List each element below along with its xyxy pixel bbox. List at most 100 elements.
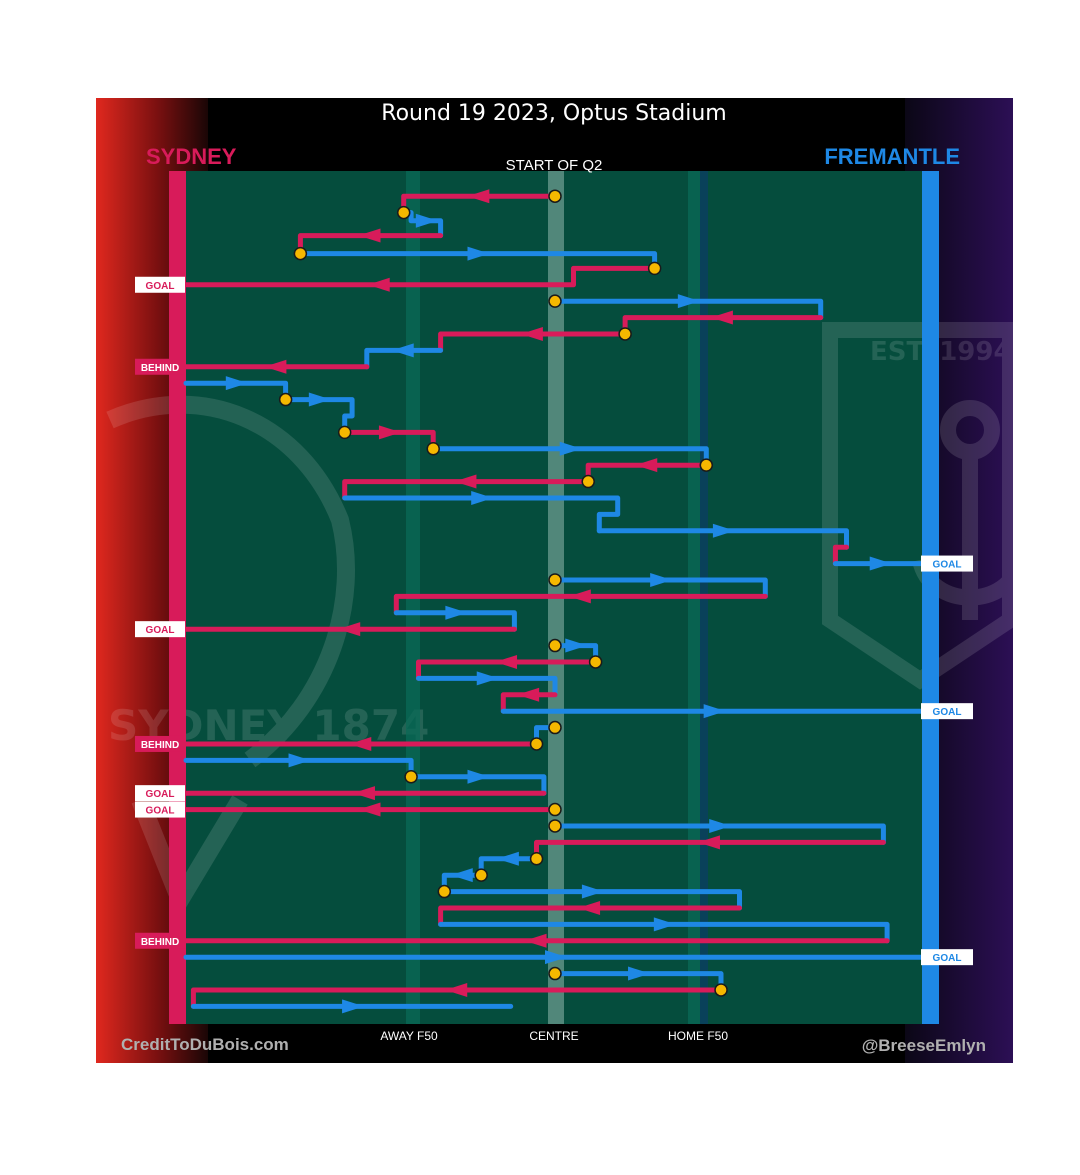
direction-arrow xyxy=(709,818,732,833)
chain-segment-fremantle xyxy=(552,823,886,845)
goal-label: GOAL xyxy=(146,806,175,817)
direction-arrow xyxy=(545,950,567,965)
direction-arrow xyxy=(352,786,375,801)
direction-arrow xyxy=(495,654,518,669)
fremantle-logo-watermark: EST. 1994 FREMANTLE FC xyxy=(822,322,1080,690)
home-team-name: SYDNEY xyxy=(146,144,237,169)
direction-arrow xyxy=(445,982,468,997)
possession-start-marker xyxy=(548,819,562,833)
chain-segment-fremantle xyxy=(342,495,621,534)
behind-label: BEHIND xyxy=(141,740,179,751)
direction-arrow xyxy=(568,589,591,604)
goal-label: GOAL xyxy=(933,953,962,964)
possession-start-marker xyxy=(548,189,562,203)
tick-label-centre: CENTRE xyxy=(529,1029,578,1043)
chain-segment-fremantle xyxy=(393,610,517,632)
direction-arrow xyxy=(520,326,543,341)
possession-start-marker xyxy=(647,261,662,276)
period-label: START OF Q2 xyxy=(506,157,603,174)
direction-arrow xyxy=(565,638,588,653)
direction-arrow xyxy=(653,917,676,932)
score-label-box xyxy=(135,801,185,818)
direction-arrow xyxy=(467,246,490,261)
chain-segment-fremantle xyxy=(441,889,742,911)
direction-arrow xyxy=(581,884,604,899)
direction-arrow xyxy=(578,900,601,915)
possession-start-markers xyxy=(278,189,728,997)
possession-start-marker xyxy=(278,392,293,407)
possession-start-marker xyxy=(293,246,308,261)
direction-arrow xyxy=(338,622,361,637)
possession-start-marker xyxy=(588,655,603,669)
direction-arrow xyxy=(349,736,372,751)
away-team-name: FREMANTLE xyxy=(824,144,960,169)
chain-segment-sydney xyxy=(342,479,591,501)
direction-arrow xyxy=(288,753,311,768)
direction-arrow xyxy=(358,228,381,243)
possession-start-marker xyxy=(404,770,418,784)
score-labels: GOAL BEHIND GOAL GOAL GOAL BEHIND GOAL GOAL BEHI… xyxy=(135,276,973,966)
possession-start-marker xyxy=(548,966,562,981)
tick-label-home-f50: HOME F50 xyxy=(668,1029,728,1043)
goal-label: GOAL xyxy=(146,625,175,636)
score-label-box xyxy=(135,621,185,638)
chain-segment-fremantle xyxy=(552,298,824,321)
direction-arrow xyxy=(454,474,477,489)
direction-arrow xyxy=(712,523,735,538)
possession-start-marker xyxy=(548,802,562,817)
credit-left: CreditToDuBois.com xyxy=(121,1035,289,1054)
direction-arrow xyxy=(445,605,468,620)
direction-arrow xyxy=(467,769,490,784)
chain-segment-fremantle xyxy=(364,347,444,370)
direction-arrow xyxy=(476,671,499,686)
possession-start-marker xyxy=(437,884,452,899)
possession-start-marker xyxy=(581,474,595,489)
direction-arrow xyxy=(471,490,494,505)
possession-start-marker xyxy=(699,458,714,472)
direction-arrow xyxy=(559,441,582,456)
direction-arrow xyxy=(703,704,726,719)
score-label-box xyxy=(135,276,185,293)
possession-start-marker xyxy=(337,425,352,440)
direction-arrow xyxy=(367,277,390,292)
possession-start-marker xyxy=(548,720,562,735)
score-label-box xyxy=(135,785,185,802)
direction-arrow xyxy=(378,425,401,440)
score-label-box xyxy=(135,735,185,752)
direction-arrow xyxy=(225,376,248,391)
direction-arrow xyxy=(517,687,540,702)
score-label-box xyxy=(921,949,973,966)
goal-label: GOAL xyxy=(933,707,962,718)
possession-start-marker xyxy=(396,205,411,220)
direction-arrow xyxy=(358,802,381,817)
chain-segment-sydney xyxy=(438,905,742,927)
direction-arrow xyxy=(677,294,700,309)
score-label-box xyxy=(135,358,185,375)
score-label-box xyxy=(921,703,973,720)
possession-start-marker xyxy=(548,573,562,587)
possession-start-marker xyxy=(548,294,562,308)
possession-start-marker xyxy=(714,983,728,997)
behind-label: BEHIND xyxy=(141,363,179,374)
score-label-box xyxy=(921,555,973,572)
chain-segment-sydney xyxy=(438,331,628,353)
direction-arrow xyxy=(415,213,438,228)
direction-arrow xyxy=(628,966,651,981)
possession-start-marker xyxy=(426,442,440,456)
possession-start-marker xyxy=(474,868,488,882)
direction-arrow xyxy=(710,310,733,325)
goal-label: GOAL xyxy=(933,560,962,571)
chart-title: Round 19 2023, Optus Stadium xyxy=(381,101,726,126)
chain-segment-fremantle xyxy=(416,675,558,698)
sydney-goal-bar xyxy=(169,171,186,1024)
chain-segment-sydney xyxy=(297,233,444,255)
direction-arrow xyxy=(524,933,547,948)
direction-arrow xyxy=(450,868,473,883)
fremantle-goal-bar xyxy=(922,171,939,1024)
chain-segment-sydney xyxy=(416,659,599,681)
chain-segment-fremantle xyxy=(596,528,849,550)
chain-segment-fremantle xyxy=(408,774,547,796)
possession-start-marker xyxy=(548,638,562,653)
possession-start-marker xyxy=(529,852,544,866)
